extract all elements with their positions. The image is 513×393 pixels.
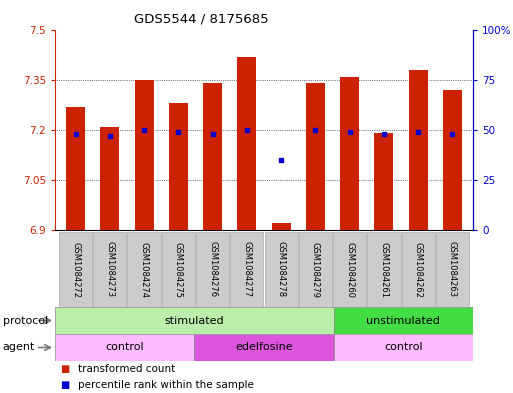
Bar [265, 232, 298, 307]
Bar [194, 334, 333, 361]
Bar [66, 107, 85, 230]
Text: GSM1084272: GSM1084272 [71, 242, 80, 298]
Bar [333, 307, 473, 334]
Bar [333, 334, 473, 361]
Text: GDS5544 / 8175685: GDS5544 / 8175685 [134, 13, 269, 26]
Text: GSM1084262: GSM1084262 [413, 242, 423, 298]
Text: protocol: protocol [3, 316, 48, 325]
Bar [374, 133, 393, 230]
Text: ■: ■ [60, 380, 69, 390]
Bar [134, 80, 153, 230]
Bar [196, 232, 229, 307]
Bar [93, 232, 126, 307]
Bar [272, 223, 290, 230]
Text: agent: agent [3, 343, 35, 353]
Bar [203, 83, 222, 230]
Text: GSM1084273: GSM1084273 [105, 241, 114, 298]
Bar [55, 334, 194, 361]
Text: transformed count: transformed count [78, 364, 175, 374]
Bar [443, 90, 462, 230]
Text: ■: ■ [60, 364, 69, 374]
Bar [367, 232, 401, 307]
Bar [409, 70, 428, 230]
Bar [162, 232, 195, 307]
Text: GSM1084277: GSM1084277 [242, 241, 251, 298]
Text: GSM1084276: GSM1084276 [208, 241, 217, 298]
Bar [169, 103, 188, 230]
Text: GSM1084278: GSM1084278 [277, 241, 286, 298]
Text: GSM1084261: GSM1084261 [380, 242, 388, 298]
Text: control: control [105, 343, 144, 353]
Text: GSM1084263: GSM1084263 [448, 241, 457, 298]
Bar [238, 57, 256, 230]
Text: GSM1084274: GSM1084274 [140, 242, 149, 298]
Bar [230, 232, 264, 307]
Bar [127, 232, 161, 307]
Bar [299, 232, 332, 307]
Bar [436, 232, 469, 307]
Text: unstimulated: unstimulated [366, 316, 440, 325]
Bar [101, 127, 119, 230]
Text: GSM1084260: GSM1084260 [345, 242, 354, 298]
Text: GSM1084279: GSM1084279 [311, 242, 320, 298]
Bar [55, 307, 333, 334]
Bar [333, 232, 366, 307]
Text: control: control [384, 343, 423, 353]
Bar [306, 83, 325, 230]
Bar [402, 232, 435, 307]
Text: GSM1084275: GSM1084275 [174, 242, 183, 298]
Text: stimulated: stimulated [165, 316, 224, 325]
Bar [340, 77, 359, 230]
Bar [59, 232, 92, 307]
Text: edelfosine: edelfosine [235, 343, 293, 353]
Text: percentile rank within the sample: percentile rank within the sample [78, 380, 254, 390]
